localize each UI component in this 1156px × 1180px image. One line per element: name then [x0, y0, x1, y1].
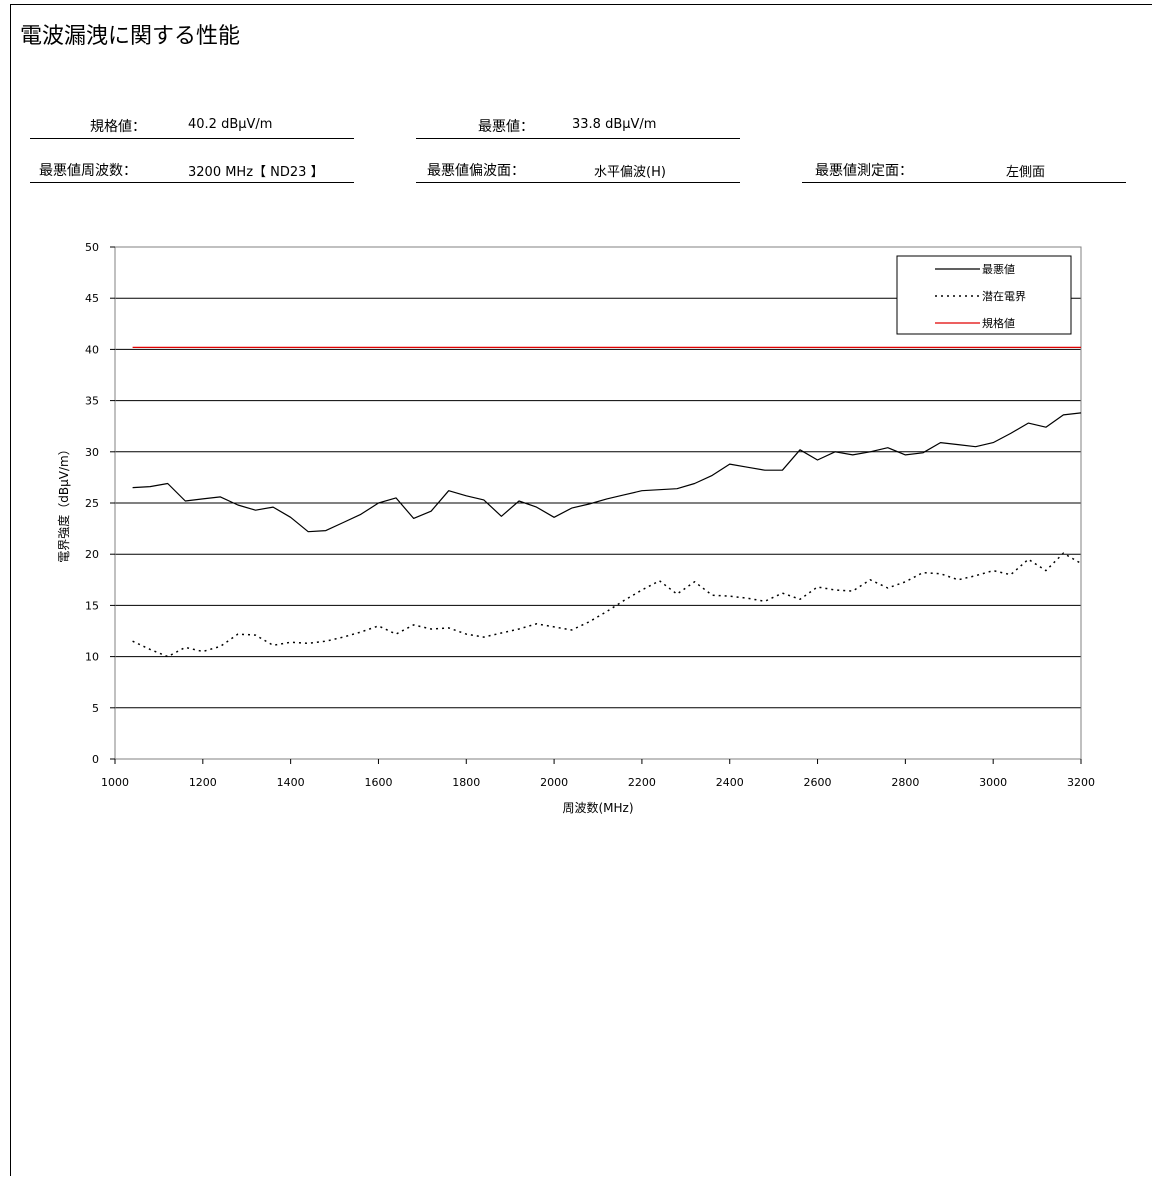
page-title: 電波漏洩に関する性能	[20, 24, 241, 49]
worst-side-label: 最悪値測定面：	[815, 163, 913, 179]
limit-label: 規格値：	[90, 119, 146, 135]
y-tick-label: 45	[85, 292, 99, 305]
x-tick-label: 3200	[1067, 776, 1095, 789]
y-tick-label: 30	[85, 446, 99, 459]
x-tick-label: 3000	[979, 776, 1007, 789]
worst-side-field: 最悪値測定面： 左側面	[802, 160, 1126, 183]
legend-label-potential: 潜在電界	[982, 289, 1026, 303]
worst-polarization-value: 水平偏波(H)	[594, 165, 666, 180]
x-tick-label: 1400	[277, 776, 305, 789]
x-tick-label: 2800	[891, 776, 919, 789]
y-tick-label: 40	[85, 343, 99, 356]
worst-frequency-value: 3200 MHz【 ND23 】	[188, 165, 324, 180]
legend: 最悪値 潜在電界 規格値	[896, 255, 1072, 335]
x-tick-label: 1800	[452, 776, 480, 789]
x-tick-label: 2200	[628, 776, 656, 789]
y-tick-label: 15	[85, 599, 99, 612]
x-tick-label: 2600	[804, 776, 832, 789]
page-frame	[10, 4, 1152, 1176]
y-tick-label: 10	[85, 651, 99, 664]
x-tick-label: 1200	[189, 776, 217, 789]
legend-label-worst: 最悪値	[982, 263, 1015, 276]
limit-value: 40.2 dBμV/m	[188, 117, 273, 132]
y-tick-label: 5	[92, 702, 99, 715]
y-tick-label: 20	[85, 548, 99, 561]
worst-frequency-field: 最悪値周波数： 3200 MHz【 ND23 】	[30, 160, 354, 183]
legend-box	[896, 255, 1072, 335]
x-tick-label: 1000	[101, 776, 129, 789]
limit-field: 規格値： 40.2 dBμV/m	[30, 116, 354, 139]
worst-field: 最悪値： 33.8 dBμV/m	[416, 116, 740, 139]
worst-polarization-label: 最悪値偏波面：	[427, 163, 525, 179]
x-axis-title: 周波数(MHz)	[562, 800, 633, 815]
worst-polarization-field: 最悪値偏波面： 水平偏波(H)	[416, 160, 740, 183]
worst-series-line	[132, 412, 1082, 533]
worst-frequency-label: 最悪値周波数：	[39, 163, 137, 179]
y-tick-label: 35	[85, 395, 99, 408]
y-tick-label: 50	[85, 241, 99, 254]
worst-value: 33.8 dBμV/m	[572, 117, 657, 132]
x-tick-label: 1600	[364, 776, 392, 789]
y-tick-label: 0	[92, 753, 99, 766]
worst-side-value: 左側面	[1006, 165, 1046, 180]
legend-label-limit: 規格値	[982, 316, 1015, 330]
x-tick-label: 2000	[540, 776, 568, 789]
y-tick-label: 25	[85, 497, 99, 510]
x-tick-label: 2400	[716, 776, 744, 789]
worst-label: 最悪値：	[478, 119, 534, 135]
y-axis-title: 電界強度（dBμV/m）	[56, 443, 71, 562]
